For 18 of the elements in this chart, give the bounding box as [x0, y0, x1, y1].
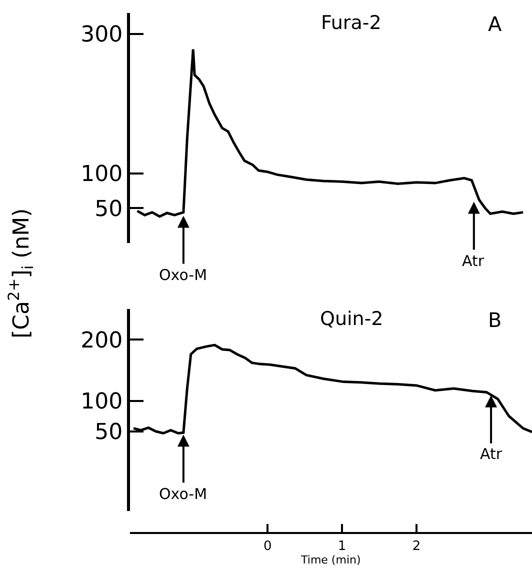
x-tick-label: 0 — [263, 538, 272, 554]
annotation: B — [488, 308, 502, 332]
chart-title: Fura-2 — [321, 12, 382, 34]
y-tick-label: 50 — [94, 196, 123, 222]
annotation: Atr — [480, 445, 503, 463]
annotation: Atr — [462, 252, 485, 270]
y-tick-label: 100 — [80, 162, 123, 188]
annotation: Oxo-M — [159, 485, 208, 503]
y-tick-label: 100 — [80, 389, 123, 414]
x-tick-label: 2 — [412, 538, 421, 554]
annotation: A — [488, 12, 502, 36]
x-axis-title: Time (min) — [300, 554, 361, 567]
y-tick-label: 50 — [94, 420, 123, 446]
x-tick-label: 1 — [338, 538, 346, 554]
y-tick-label: 200 — [80, 328, 123, 354]
y-tick-label: 300 — [80, 22, 123, 48]
chart-title: Quin-2 — [320, 308, 384, 330]
annotation: Oxo-M — [159, 266, 208, 284]
